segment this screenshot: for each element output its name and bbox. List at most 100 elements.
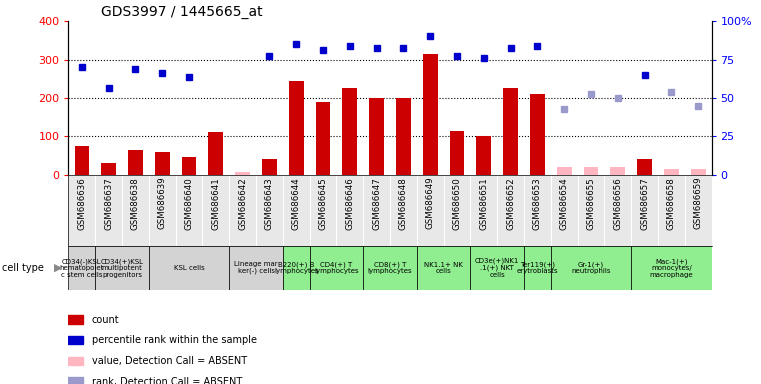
Text: GSM686656: GSM686656 — [613, 177, 622, 230]
Bar — [149, 175, 176, 246]
Bar — [209, 132, 223, 175]
Text: GSM686647: GSM686647 — [372, 177, 381, 230]
Bar — [524, 246, 551, 290]
Bar — [182, 157, 196, 175]
Bar — [95, 246, 149, 290]
Bar — [256, 175, 283, 246]
Text: CD34(+)KSL
multipotent
progenitors: CD34(+)KSL multipotent progenitors — [100, 258, 144, 278]
Bar — [95, 175, 122, 246]
Bar — [631, 175, 658, 246]
Text: rank, Detection Call = ABSENT: rank, Detection Call = ABSENT — [92, 377, 242, 384]
Bar — [417, 246, 470, 290]
Text: GSM686654: GSM686654 — [559, 177, 568, 230]
Bar — [68, 357, 83, 365]
Bar — [310, 175, 336, 246]
Text: GSM686646: GSM686646 — [345, 177, 355, 230]
Bar — [68, 175, 95, 246]
Bar — [235, 172, 250, 175]
Text: GSM686644: GSM686644 — [291, 177, 301, 230]
Bar — [631, 246, 712, 290]
Bar — [578, 175, 604, 246]
Bar — [262, 159, 277, 175]
Bar — [336, 175, 363, 246]
Text: count: count — [92, 314, 119, 324]
Text: GSM686642: GSM686642 — [238, 177, 247, 230]
Text: Gr-1(+)
neutrophils: Gr-1(+) neutrophils — [572, 262, 611, 274]
Bar — [497, 175, 524, 246]
Bar — [68, 315, 83, 324]
Text: GSM686636: GSM686636 — [78, 177, 87, 230]
Bar — [310, 246, 363, 290]
Bar — [530, 94, 545, 175]
Bar — [369, 98, 384, 175]
Bar — [503, 88, 518, 175]
Bar — [450, 131, 464, 175]
Text: CD34(-)KSL
hematopoiet
c stem cells: CD34(-)KSL hematopoiet c stem cells — [59, 258, 104, 278]
Text: Mac-1(+)
monocytes/
macrophage: Mac-1(+) monocytes/ macrophage — [650, 258, 693, 278]
Text: KSL cells: KSL cells — [174, 265, 205, 271]
Bar — [524, 175, 551, 246]
Bar — [316, 102, 330, 175]
Bar — [202, 175, 229, 246]
Bar — [68, 336, 83, 344]
Bar — [289, 81, 304, 175]
Text: GSM686649: GSM686649 — [425, 177, 435, 230]
Bar — [149, 246, 229, 290]
Text: CD4(+) T
lymphocytes: CD4(+) T lymphocytes — [314, 262, 358, 274]
Bar — [664, 169, 679, 175]
Bar — [155, 152, 170, 175]
Text: GSM686651: GSM686651 — [479, 177, 489, 230]
Bar — [363, 175, 390, 246]
Text: value, Detection Call = ABSENT: value, Detection Call = ABSENT — [92, 356, 247, 366]
Text: B220(+) B
lymphocytes: B220(+) B lymphocytes — [274, 262, 319, 274]
Bar — [75, 146, 89, 175]
Text: percentile rank within the sample: percentile rank within the sample — [92, 335, 257, 345]
Bar — [68, 377, 83, 384]
Bar — [342, 88, 357, 175]
Bar — [584, 167, 598, 175]
Text: cell type: cell type — [2, 263, 43, 273]
Text: GSM686655: GSM686655 — [587, 177, 595, 230]
Bar — [68, 246, 95, 290]
Bar — [691, 169, 705, 175]
Bar — [229, 246, 283, 290]
Bar — [604, 175, 631, 246]
Bar — [685, 175, 712, 246]
Text: GSM686637: GSM686637 — [104, 177, 113, 230]
Text: Ter119(+)
erytroblasts: Ter119(+) erytroblasts — [517, 262, 558, 274]
Bar — [637, 159, 652, 175]
Text: GSM686653: GSM686653 — [533, 177, 542, 230]
Bar — [658, 175, 685, 246]
Bar — [176, 175, 202, 246]
Text: GSM686641: GSM686641 — [212, 177, 221, 230]
Text: GSM686657: GSM686657 — [640, 177, 649, 230]
Bar — [390, 175, 417, 246]
Bar — [101, 163, 116, 175]
Bar — [444, 175, 470, 246]
Bar — [128, 150, 143, 175]
Bar — [229, 175, 256, 246]
Text: GSM686650: GSM686650 — [453, 177, 461, 230]
Bar — [283, 175, 310, 246]
Bar — [417, 175, 444, 246]
Text: CD8(+) T
lymphocytes: CD8(+) T lymphocytes — [368, 262, 412, 274]
Text: GSM686640: GSM686640 — [185, 177, 193, 230]
Bar — [470, 175, 497, 246]
Bar — [396, 98, 411, 175]
Bar — [423, 54, 438, 175]
Text: GSM686638: GSM686638 — [131, 177, 140, 230]
Bar — [122, 175, 149, 246]
Text: CD3e(+)NK1
.1(+) NKT
cells: CD3e(+)NK1 .1(+) NKT cells — [475, 258, 519, 278]
Bar — [551, 246, 631, 290]
Text: ▶: ▶ — [54, 263, 62, 273]
Text: GSM686659: GSM686659 — [693, 177, 702, 230]
Text: NK1.1+ NK
cells: NK1.1+ NK cells — [424, 262, 463, 274]
Bar — [476, 136, 491, 175]
Text: GSM686643: GSM686643 — [265, 177, 274, 230]
Bar — [283, 246, 310, 290]
Text: GSM686652: GSM686652 — [506, 177, 515, 230]
Text: GSM686645: GSM686645 — [319, 177, 327, 230]
Text: GSM686648: GSM686648 — [399, 177, 408, 230]
Text: GDS3997 / 1445665_at: GDS3997 / 1445665_at — [100, 5, 263, 19]
Bar — [363, 246, 417, 290]
